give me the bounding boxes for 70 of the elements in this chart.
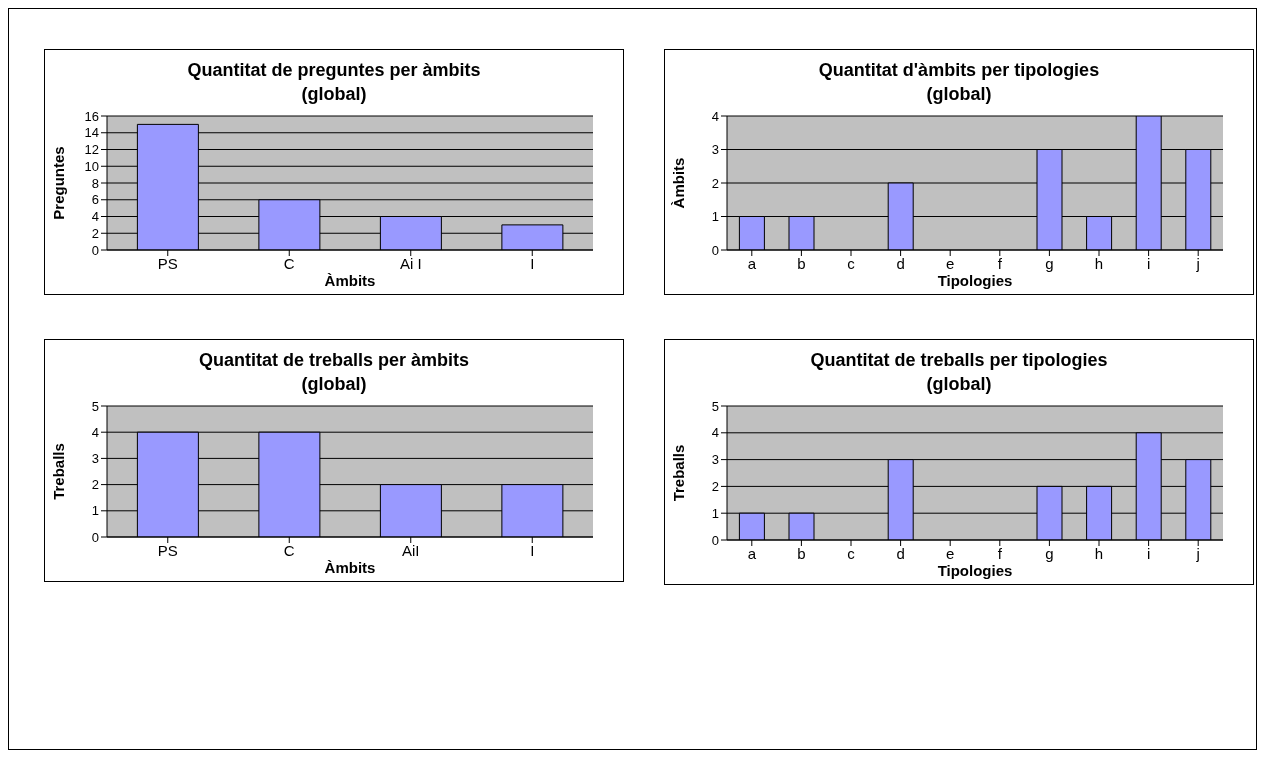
x-tick-label: a xyxy=(747,544,757,562)
x-tick-label: I xyxy=(530,254,535,272)
x-tick-label: j xyxy=(1195,254,1200,272)
x-axis-title: Tipologies xyxy=(937,272,1013,289)
y-tick-label: 14 xyxy=(84,125,99,141)
y-tick-label: 2 xyxy=(91,225,99,241)
y-axis-title: Treballs xyxy=(670,444,688,502)
chart-title: Quantitat de treballs per tipologies xyxy=(809,349,1109,372)
x-tick-label: PS xyxy=(157,254,178,272)
y-tick-label: 5 xyxy=(711,398,719,414)
y-tick-label: 2 xyxy=(711,175,719,191)
y-tick-label: 10 xyxy=(84,158,99,174)
y-tick-label: 4 xyxy=(711,425,719,441)
chart-title: Quantitat de preguntes per àmbits xyxy=(186,59,482,82)
y-tick-label: 12 xyxy=(84,142,99,158)
y-tick-label: 4 xyxy=(91,424,99,440)
y-tick-label: 2 xyxy=(91,477,99,493)
chart-title: Quantitat d'àmbits per tipologies xyxy=(817,59,1101,82)
x-tick-label: f xyxy=(997,544,1003,562)
y-tick-label: 5 xyxy=(91,398,99,414)
x-tick-label: g xyxy=(1045,544,1054,562)
x-tick-label: AiI xyxy=(401,541,420,559)
y-tick-label: 6 xyxy=(91,192,99,208)
x-tick-label: Ai I xyxy=(399,254,422,272)
y-tick-label: 0 xyxy=(91,529,99,545)
x-tick-label: C xyxy=(283,541,295,559)
x-tick-label: b xyxy=(797,544,806,562)
y-tick-label: 1 xyxy=(711,505,719,521)
x-tick-label: f xyxy=(997,254,1003,272)
y-tick-label: 0 xyxy=(91,242,99,258)
y-tick-label: 2 xyxy=(711,479,719,495)
x-tick-label: i xyxy=(1146,254,1151,272)
y-tick-label: 3 xyxy=(711,142,719,158)
y-axis-title: Àmbits xyxy=(670,157,688,209)
x-axis-title: Tipologies xyxy=(937,562,1013,579)
x-tick-label: h xyxy=(1094,254,1104,272)
x-tick-label: d xyxy=(896,254,905,272)
x-tick-label: I xyxy=(530,541,535,559)
y-tick-label: 8 xyxy=(91,175,99,191)
x-tick-label: h xyxy=(1094,544,1104,562)
y-tick-label: 4 xyxy=(711,108,719,124)
x-tick-label: e xyxy=(946,254,955,272)
y-tick-label: 1 xyxy=(91,503,99,519)
y-tick-label: 16 xyxy=(84,108,99,124)
x-tick-label: b xyxy=(797,254,806,272)
y-tick-label: 3 xyxy=(711,452,719,468)
chart-subtitle: (global) xyxy=(300,373,368,396)
y-tick-label: 0 xyxy=(711,532,719,548)
chart-title: Quantitat de treballs per àmbits xyxy=(197,349,471,372)
chart-subtitle: (global) xyxy=(300,83,368,106)
x-tick-label: PS xyxy=(157,541,178,559)
x-tick-label: j xyxy=(1195,544,1200,562)
x-tick-label: a xyxy=(747,254,757,272)
y-tick-label: 3 xyxy=(91,451,99,467)
x-tick-label: C xyxy=(283,254,295,272)
x-tick-label: e xyxy=(946,544,955,562)
x-axis-title: Àmbits xyxy=(324,559,376,576)
x-tick-label: c xyxy=(847,544,856,562)
x-axis-title: Àmbits xyxy=(324,272,376,289)
x-tick-label: d xyxy=(896,544,905,562)
y-tick-label: 0 xyxy=(711,242,719,258)
y-axis-title: Treballs xyxy=(50,443,68,500)
x-tick-label: g xyxy=(1045,254,1054,272)
x-tick-label: c xyxy=(847,254,856,272)
y-tick-label: 4 xyxy=(91,209,99,225)
chart-subtitle: (global) xyxy=(925,83,993,106)
chart-subtitle: (global) xyxy=(925,373,993,396)
y-tick-label: 1 xyxy=(711,209,719,225)
x-tick-label: i xyxy=(1146,544,1151,562)
y-axis-title: Preguntes xyxy=(50,146,68,220)
